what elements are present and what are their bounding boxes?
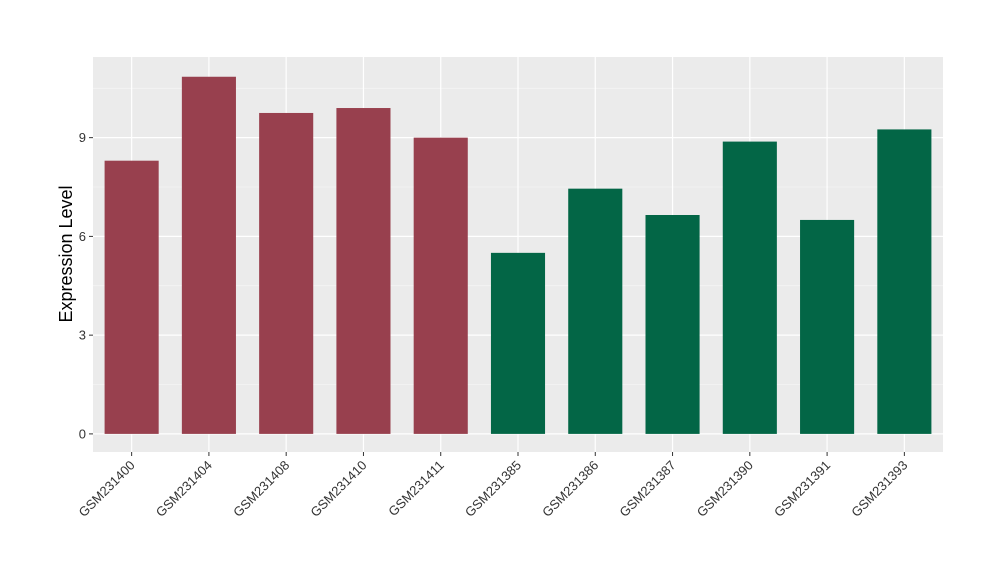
x-tick-label: GSM231386 [539,458,601,520]
x-tick-label: GSM231385 [462,458,524,520]
bars [104,76,932,434]
bar-GSM231387 [645,215,700,434]
bar-GSM231390 [722,141,777,434]
bar-GSM231393 [877,129,932,434]
bar-GSM231411 [413,137,468,434]
bar-GSM231386 [568,188,623,434]
x-tick-label: GSM231400 [76,458,138,520]
y-axis-title: Expression Level [56,185,76,322]
x-tick-label: GSM231393 [848,458,910,520]
x-tick-label: GSM231391 [771,458,833,520]
y-axis: 0 3 6 9 [79,130,93,441]
bar-GSM231408 [259,112,314,434]
bar-GSM231391 [800,219,855,434]
bar-GSM231400 [104,160,159,434]
x-tick-label: GSM231387 [616,458,678,520]
y-tick-label: 0 [79,426,86,441]
y-tick-label: 3 [79,328,86,343]
x-tick-label: GSM231410 [307,458,369,520]
x-axis: GSM231400 GSM231404 GSM231408 GSM231410 GSM2… [76,452,910,520]
bar-GSM231404 [181,76,236,434]
bar-GSM231410 [336,108,391,434]
x-tick-label: GSM231404 [153,458,215,520]
x-tick-label: GSM231408 [230,458,292,520]
bar-GSM231385 [490,252,546,434]
x-tick-label: GSM231411 [385,458,447,520]
y-tick-label: 9 [79,130,86,145]
y-tick-label: 6 [79,229,86,244]
x-tick-label: GSM231390 [694,458,756,520]
